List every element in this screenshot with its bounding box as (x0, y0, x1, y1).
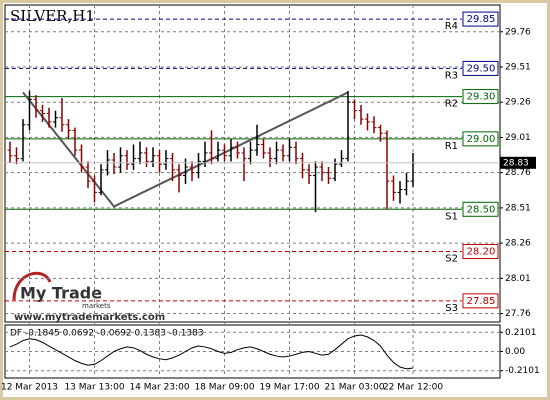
y-tick-label: 28.26 (505, 239, 531, 249)
x-tick-label: 12 Mar 2013 (1, 383, 58, 393)
pivot-name: R2 (445, 99, 458, 110)
pivot-value: 28.20 (467, 247, 496, 258)
y-tick-label: 28.51 (505, 203, 531, 213)
pivot-value: 29.00 (467, 134, 496, 145)
indicator-line (9, 334, 414, 370)
current-price: 28.83 (503, 158, 529, 168)
x-tick-label: 22 Mar 12:00 (383, 383, 443, 393)
pivot-value: 29.30 (467, 92, 496, 103)
pivot-box (462, 293, 499, 309)
x-tick-label: 14 Mar 23:00 (129, 383, 189, 393)
logo-brand: My Trade (20, 284, 102, 303)
pivot-value: 28.50 (467, 204, 496, 215)
pivot-value: 27.85 (467, 296, 496, 307)
pivot-name: S3 (445, 303, 458, 314)
pivot-value: 29.85 (467, 14, 496, 25)
y-tick-label: 29.51 (505, 62, 531, 72)
pivot-name: R4 (445, 21, 458, 32)
pivot-box (462, 201, 499, 217)
logo: My Trade markets www.mytrademarkets.com (12, 271, 165, 323)
pivot-box (462, 131, 499, 147)
x-tick-label: 18 Mar 09:00 (194, 383, 254, 393)
logo-url: www.mytrademarkets.com (14, 312, 165, 323)
pivot-name: S1 (445, 211, 458, 222)
pivot-value: 29.50 (467, 63, 496, 74)
indicator-label: DF -0.1845 0.0692 -0.0692 0.1383 -0.1383 (10, 329, 204, 339)
symbol-title: SILVER,H1 (10, 7, 95, 25)
y-tick-label: -0.2101 (505, 366, 540, 376)
y-tick-label: 29.76 (505, 27, 531, 37)
x-tick-label: 21 Mar 03:00 (324, 383, 384, 393)
trendline (22, 91, 349, 208)
pivot-box (462, 244, 499, 260)
y-tick-label: 29.26 (505, 98, 531, 108)
current-price-box (500, 156, 536, 169)
x-tick-label: 19 Mar 17:00 (259, 383, 319, 393)
y-tick-label: 0.00 (505, 347, 525, 357)
y-tick-label: 28.01 (505, 274, 531, 284)
y-tick-label: 27.76 (505, 309, 531, 319)
pivot-name: R1 (445, 141, 458, 152)
pivot-box (462, 60, 499, 76)
y-tick-label: 0.2101 (505, 328, 537, 338)
pivot-box (462, 11, 499, 27)
logo-sub: markets (82, 302, 111, 310)
pivot-name: R3 (445, 70, 458, 81)
y-tick-label: 29.01 (505, 133, 531, 143)
pivot-name: S2 (445, 254, 458, 265)
x-tick-label: 13 Mar 13:00 (64, 383, 124, 393)
pivot-box (462, 89, 499, 105)
y-tick-label: 28.76 (505, 168, 531, 178)
